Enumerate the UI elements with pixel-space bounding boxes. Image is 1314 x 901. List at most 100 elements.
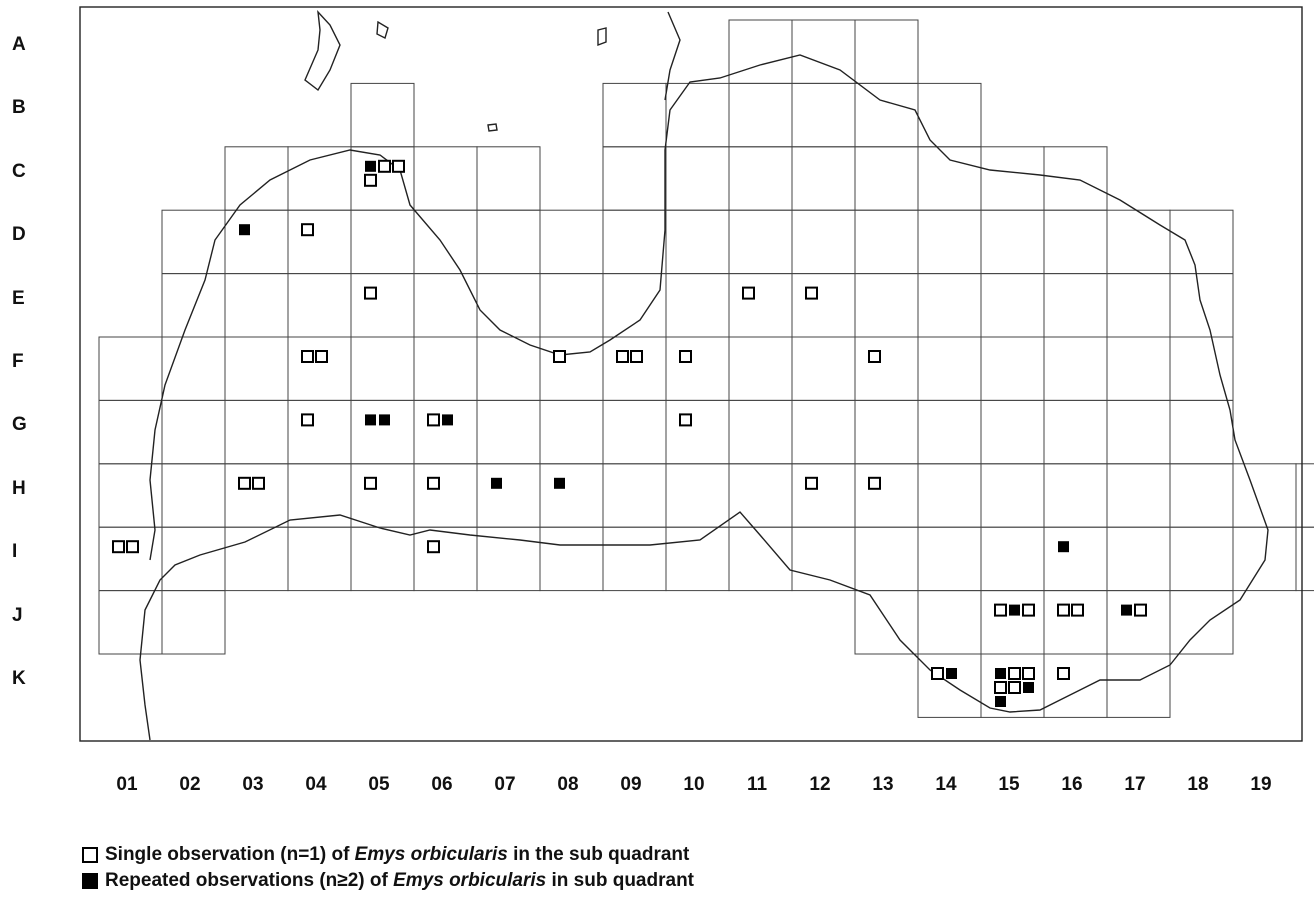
grid-cell bbox=[791, 273, 856, 338]
column-label: 07 bbox=[494, 774, 516, 795]
grid-cell bbox=[854, 399, 919, 465]
row-label: E bbox=[12, 287, 25, 309]
row-label: H bbox=[12, 477, 26, 499]
grid-cell bbox=[224, 463, 289, 528]
grid-cell bbox=[1169, 590, 1234, 655]
observation-markers bbox=[112, 159, 1147, 707]
column-label: 12 bbox=[809, 774, 831, 795]
grid-cell bbox=[980, 273, 1045, 338]
legend-item-single: Single observation (n=1) of Emys orbicul… bbox=[82, 842, 694, 868]
repeated-observation-marker bbox=[1121, 604, 1132, 616]
single-observation-marker bbox=[427, 413, 440, 427]
grid-cell bbox=[476, 273, 541, 338]
column-label: 06 bbox=[431, 774, 453, 795]
grid-cell bbox=[728, 146, 793, 211]
grid-cell bbox=[728, 209, 793, 275]
single-observation-marker bbox=[392, 159, 405, 173]
repeated-observation-marker bbox=[1023, 682, 1034, 693]
grid-cell bbox=[476, 399, 541, 465]
grid-cell bbox=[917, 82, 982, 148]
repeated-observation-marker bbox=[995, 668, 1006, 679]
single-observation-marker bbox=[427, 476, 440, 490]
single-observation-marker bbox=[994, 603, 1007, 617]
island-outline bbox=[304, 9, 341, 92]
grid-cell bbox=[287, 399, 352, 465]
grid-cell bbox=[98, 590, 163, 655]
grid-cell bbox=[476, 146, 541, 211]
grid-cell bbox=[980, 590, 1045, 655]
single-observation-marker bbox=[301, 413, 314, 427]
grid-cell bbox=[791, 463, 856, 528]
column-label: 03 bbox=[242, 774, 264, 795]
grid-cell bbox=[917, 463, 982, 528]
row-label: C bbox=[12, 160, 26, 182]
grid-cell bbox=[413, 399, 478, 465]
grid-cell bbox=[602, 399, 667, 465]
single-observation-marker bbox=[1057, 603, 1070, 617]
single-observation-marker bbox=[805, 476, 818, 490]
grid-cell bbox=[665, 463, 730, 528]
grid-cell bbox=[224, 273, 289, 338]
grid-cell bbox=[728, 19, 793, 84]
row-label: K bbox=[12, 668, 26, 689]
column-label: 05 bbox=[368, 774, 390, 795]
grid-cell bbox=[350, 336, 415, 401]
grid-cell bbox=[1106, 526, 1171, 592]
row-label: G bbox=[12, 414, 27, 436]
grid-cell bbox=[413, 526, 478, 592]
grid-cell bbox=[665, 336, 730, 401]
legend: Single observation (n=1) of Emys orbicul… bbox=[82, 842, 694, 894]
open-square-icon bbox=[82, 847, 98, 863]
grid-cell bbox=[1106, 653, 1171, 718]
repeated-observation-marker bbox=[1058, 541, 1069, 553]
grid-cell bbox=[854, 146, 919, 211]
grid-cell bbox=[1169, 209, 1234, 275]
grid-cell bbox=[161, 273, 226, 338]
grid-cell bbox=[854, 209, 919, 275]
grid-cell bbox=[791, 399, 856, 465]
grid-cell bbox=[602, 146, 667, 211]
grid-cell bbox=[917, 209, 982, 275]
column-label: 09 bbox=[620, 774, 642, 795]
grid-cell bbox=[791, 146, 856, 211]
grid-cell bbox=[1106, 336, 1171, 401]
grid-cell bbox=[350, 399, 415, 465]
island-outline bbox=[376, 20, 389, 39]
legend-species: Emys orbicularis bbox=[393, 870, 547, 891]
single-observation-marker bbox=[252, 476, 265, 490]
grid-cell bbox=[98, 336, 163, 401]
single-observation-marker bbox=[868, 476, 881, 490]
grid-cell bbox=[224, 146, 289, 211]
grid-cell bbox=[287, 209, 352, 275]
grid-cell bbox=[287, 146, 352, 211]
single-observation-marker bbox=[931, 667, 944, 680]
single-observation-marker bbox=[742, 286, 755, 300]
grid-cell bbox=[539, 399, 604, 465]
coast-line bbox=[664, 11, 681, 101]
column-label: 15 bbox=[998, 774, 1020, 795]
grid-cell bbox=[980, 209, 1045, 275]
grid-cell bbox=[539, 526, 604, 592]
grid-cell bbox=[602, 82, 667, 148]
grid-cell bbox=[728, 463, 793, 528]
row-label: I bbox=[12, 541, 18, 563]
single-observation-marker bbox=[315, 350, 328, 363]
repeated-observation-marker bbox=[946, 668, 957, 679]
grid-cell bbox=[1043, 526, 1108, 592]
repeated-observation-marker bbox=[365, 160, 376, 172]
single-observation-marker bbox=[112, 540, 125, 554]
grid-cell bbox=[1232, 463, 1297, 528]
grid-cell bbox=[854, 19, 919, 84]
grid-cell bbox=[413, 273, 478, 338]
grid-cell bbox=[1169, 463, 1234, 528]
single-observation-marker bbox=[805, 286, 818, 300]
grid-cell bbox=[287, 273, 352, 338]
grid-cell bbox=[602, 526, 667, 592]
grid-cell bbox=[539, 336, 604, 401]
column-label: 08 bbox=[557, 774, 579, 795]
grid-cell bbox=[1169, 336, 1234, 401]
row-label: D bbox=[12, 224, 26, 246]
column-label: 14 bbox=[935, 774, 957, 795]
grid-cell bbox=[287, 336, 352, 401]
